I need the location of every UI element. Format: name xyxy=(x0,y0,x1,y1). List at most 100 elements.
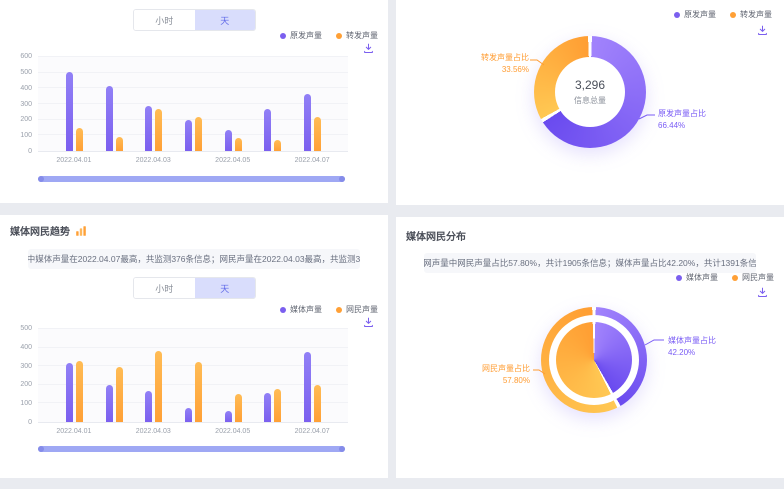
download-icon[interactable] xyxy=(363,43,374,54)
x-tick-label: 2022.04.01 xyxy=(56,428,92,435)
gridline xyxy=(38,118,348,120)
bar-group xyxy=(264,329,282,422)
total-label: 信息总量 xyxy=(574,96,606,105)
legend-item-media[interactable]: 媒体声量 xyxy=(280,304,322,315)
y-tick-label: 200 xyxy=(20,116,32,124)
donut-chart-post-share: 3,296 信息总量 xyxy=(534,36,646,148)
legend-item-media[interactable]: 媒体声量 xyxy=(676,272,718,283)
bar-group xyxy=(224,57,242,151)
bar-网民声量 xyxy=(234,394,242,422)
y-tick-label: 600 xyxy=(20,53,32,60)
panel-media-netizen-share: 媒体网民分布 互联网声量中网民声量占比57.80%，共计1905条信息；媒体声量… xyxy=(396,217,784,478)
panel-post-volume-trend: 小时 天 原发声量 转发声量 0 100 200 300 400 500 600 2022.0… xyxy=(0,0,388,203)
bar-原发声量 xyxy=(304,93,312,151)
bar-group xyxy=(145,329,163,422)
bar-网民声量 xyxy=(195,362,202,422)
x-tick-label: 2022.04.03 xyxy=(135,157,171,164)
legend-label: 媒体声量 xyxy=(290,305,322,314)
y-tick-label: 300 xyxy=(20,362,32,370)
y-tick-label: 100 xyxy=(20,400,32,408)
bar-转发声量 xyxy=(195,116,202,151)
toggle-day-button[interactable]: 天 xyxy=(194,10,255,30)
y-tick-label: 200 xyxy=(20,381,32,389)
bar-转发声量 xyxy=(75,127,83,151)
bar-媒体声量 xyxy=(65,363,73,422)
legend-dot-orange xyxy=(336,306,342,313)
bar-原发声量 xyxy=(264,108,272,151)
pie-chart-media-netizen xyxy=(556,322,632,398)
time-granularity-toggle: 小时 天 xyxy=(133,9,256,31)
legend: 原发声量 转发声量 xyxy=(280,30,378,41)
legend-dot-purple xyxy=(676,274,682,281)
zoom-handle-left[interactable] xyxy=(38,176,44,182)
panel-post-volume-share: 原发声量 转发声量 3,296 信息总量 转发声量占比 33.56% 原发声量占… xyxy=(396,0,784,205)
bar-group xyxy=(145,57,163,151)
toggle-hour-button[interactable]: 小时 xyxy=(134,278,195,298)
bar-group xyxy=(304,57,322,151)
gridline xyxy=(38,56,348,57)
download-icon[interactable] xyxy=(757,25,768,36)
bar-转发声量 xyxy=(234,138,242,151)
bar-原发声量 xyxy=(185,120,192,151)
y-tick-label: 0 xyxy=(28,148,32,155)
zoom-handle-right[interactable] xyxy=(339,446,345,452)
zoom-handle-right[interactable] xyxy=(339,176,345,182)
legend-dot-orange xyxy=(336,32,342,39)
legend-item-netizen[interactable]: 网民声量 xyxy=(336,304,378,315)
toggle-day-button[interactable]: 天 xyxy=(194,278,255,298)
callout-media-share: 媒体声量占比 42.20% xyxy=(668,336,716,357)
x-axis: 2022.04.01 2022.04.03 2022.04.05 2022.04.07 xyxy=(38,425,348,437)
gridline xyxy=(38,134,348,136)
y-axis: 0 100 200 300 400 500 600 xyxy=(8,53,34,155)
legend: 媒体声量 网民声量 xyxy=(676,272,774,283)
zoom-handle-left[interactable] xyxy=(38,446,44,452)
bar-媒体声量 xyxy=(105,384,113,422)
x-tick-label: 2022.04.03 xyxy=(135,428,171,435)
legend: 媒体声量 网民声量 xyxy=(280,304,378,315)
x-tick-label: 2022.04.05 xyxy=(215,157,251,164)
bar-媒体声量 xyxy=(145,391,153,422)
legend-dot-orange xyxy=(732,274,738,281)
callout-netizen-share: 网民声量占比 57.80% xyxy=(482,364,530,385)
bar-chart-media-netizen: 0 100 200 300 400 500 2022.04.01 2022.04.03 2022… xyxy=(8,325,348,437)
x-tick-label: 2022.04.01 xyxy=(56,157,92,164)
bar-媒体声量 xyxy=(264,393,272,422)
plot-area xyxy=(38,328,348,423)
download-icon[interactable] xyxy=(757,287,768,298)
legend-label: 媒体声量 xyxy=(686,273,718,282)
panel-media-netizen-trend: 媒体网民趋势 互联网声量中媒体声量在2022.04.07最高，共监测376条信息… xyxy=(0,215,388,478)
gridline xyxy=(38,402,348,404)
bar-转发声量 xyxy=(274,140,282,151)
toggle-hour-button[interactable]: 小时 xyxy=(134,10,195,30)
bar-媒体声量 xyxy=(224,410,232,422)
bar-chart-icon xyxy=(76,225,86,236)
x-axis: 2022.04.01 2022.04.03 2022.04.05 2022.04.07 xyxy=(38,154,348,166)
y-tick-label: 300 xyxy=(20,100,32,108)
x-tick-label: 2022.04.07 xyxy=(294,428,330,435)
time-granularity-toggle: 小时 天 xyxy=(133,277,256,299)
legend-item-original[interactable]: 原发声量 xyxy=(280,30,322,41)
total-value: 3,296 xyxy=(574,78,606,92)
gridline xyxy=(38,103,348,104)
bar-原发声量 xyxy=(224,129,232,151)
legend-item-repost[interactable]: 转发声量 xyxy=(730,9,772,20)
download-icon[interactable] xyxy=(363,317,374,328)
bar-group xyxy=(65,329,83,422)
legend-item-repost[interactable]: 转发声量 xyxy=(336,30,378,41)
data-zoom-scrollbar[interactable] xyxy=(38,176,345,182)
gridline xyxy=(38,328,348,329)
bar-媒体声量 xyxy=(185,408,192,422)
panel-title: 媒体网民趋势 xyxy=(10,223,87,238)
bar-group xyxy=(65,57,83,151)
y-axis: 0 100 200 300 400 500 xyxy=(8,325,34,426)
bar-group xyxy=(105,329,123,422)
legend-item-original[interactable]: 原发声量 xyxy=(674,9,716,20)
bar-转发声量 xyxy=(115,136,123,151)
legend-dot-orange xyxy=(730,11,736,18)
legend-label: 转发声量 xyxy=(346,31,378,40)
legend-item-netizen[interactable]: 网民声量 xyxy=(732,272,774,283)
summary-text: 互联网声量中网民声量占比57.80%，共计1905条信息；媒体声量占比42.20… xyxy=(424,253,756,273)
data-zoom-scrollbar[interactable] xyxy=(38,446,345,452)
bar-group xyxy=(224,329,242,422)
bar-网民声量 xyxy=(155,351,163,422)
